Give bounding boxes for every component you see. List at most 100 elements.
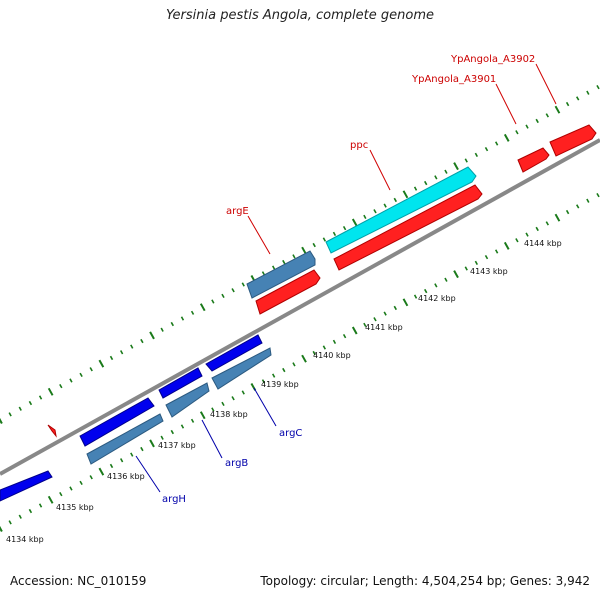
leader-argB [201, 419, 223, 459]
major-tick [402, 298, 409, 307]
leader-YpAngola_A3902 [535, 63, 557, 105]
label-argC: argC [279, 428, 302, 439]
minor-tick [393, 305, 397, 311]
minor-tick [8, 520, 12, 525]
gene-argC-right[interactable] [211, 347, 272, 390]
kbp-label: 4136 kbp [107, 472, 145, 481]
leader-argC [253, 387, 277, 427]
minor-tick [130, 344, 134, 349]
kbp-label: 4139 kbp [261, 380, 299, 389]
minor-tick [170, 429, 174, 435]
minor-tick [292, 254, 296, 259]
gene-ppc[interactable] [325, 166, 477, 254]
minor-tick [180, 424, 185, 429]
kbp-label: 4134 kbp [6, 535, 44, 544]
minor-tick [565, 209, 570, 215]
major-tick [351, 326, 358, 335]
gene-ppc-neighbor[interactable] [333, 184, 483, 271]
minor-tick [363, 322, 367, 327]
major-tick [149, 439, 155, 448]
minor-tick [474, 152, 479, 157]
leader-argE [247, 215, 271, 255]
gene-leftmost[interactable] [0, 470, 53, 502]
gene-argB[interactable] [158, 367, 203, 399]
minor-tick [79, 480, 83, 485]
minor-tick [383, 203, 387, 208]
label-argE: argE [226, 206, 249, 217]
minor-tick [38, 395, 43, 400]
major-tick [199, 411, 206, 420]
major-tick [503, 241, 510, 250]
minor-tick [28, 400, 33, 406]
minor-tick [130, 452, 134, 457]
gene-YpAngola_A3902[interactable] [549, 124, 597, 157]
minor-tick [413, 294, 418, 299]
minor-tick [292, 362, 296, 367]
minor-tick [79, 372, 83, 377]
minor-tick [89, 367, 93, 372]
label-YpAngola_A3901: YpAngola_A3901 [411, 74, 496, 85]
minor-tick [322, 345, 327, 350]
minor-tick [180, 316, 185, 321]
minor-tick [545, 113, 549, 118]
gene-argE[interactable] [246, 250, 316, 299]
minor-tick [28, 508, 33, 514]
major-tick [453, 162, 459, 171]
gene-argH[interactable] [79, 397, 155, 447]
minor-tick [464, 158, 468, 163]
minor-tick [241, 390, 245, 395]
major-tick [554, 105, 561, 114]
major-tick [0, 417, 3, 424]
major-tick [47, 387, 54, 396]
kbp-label: 4138 kbp [210, 410, 248, 419]
minor-tick [271, 373, 276, 378]
minor-tick [69, 486, 73, 491]
minor-tick [221, 401, 225, 406]
minor-tick [342, 334, 347, 339]
minor-tick [464, 266, 468, 271]
minor-tick [332, 231, 337, 236]
topology-summary: Topology: circular; Length: 4,504,254 bp… [260, 574, 590, 588]
gene-argC[interactable] [205, 334, 263, 372]
gene-argH-right[interactable] [86, 413, 164, 465]
minor-tick [434, 283, 438, 288]
minor-tick [312, 350, 316, 356]
minor-tick [282, 259, 286, 265]
minor-tick [434, 175, 438, 180]
minor-tick [494, 249, 499, 254]
gene-argE-neighbor[interactable] [255, 269, 321, 315]
major-tick [199, 303, 206, 312]
minor-tick [109, 463, 114, 469]
minor-tick [211, 299, 215, 304]
minor-tick [525, 232, 529, 237]
minor-tick [535, 118, 539, 124]
major-tick [554, 213, 561, 222]
leader-YpAngola_A3901 [495, 83, 517, 125]
minor-tick [576, 96, 580, 101]
gene-argB-right[interactable] [165, 382, 210, 418]
minor-tick [393, 197, 397, 203]
minor-tick [271, 265, 276, 270]
label-ppc: ppc [350, 140, 368, 151]
label-argH: argH [162, 494, 186, 505]
minor-tick [119, 458, 124, 463]
leader-ppc [369, 149, 391, 191]
minor-tick [211, 407, 215, 412]
minor-tick [160, 435, 164, 440]
minor-tick [332, 339, 337, 344]
minor-tick [424, 180, 428, 186]
major-tick [301, 354, 307, 363]
minor-tick [8, 412, 12, 417]
minor-tick [18, 406, 22, 411]
genome-backbone [0, 138, 600, 476]
gene-YpAngola_A3901[interactable] [517, 147, 550, 173]
minor-tick [484, 255, 489, 260]
minor-tick [576, 204, 580, 209]
minor-tick [170, 321, 174, 327]
minor-tick [282, 367, 286, 373]
kbp-label: 4137 kbp [158, 441, 196, 450]
accession-text: Accession: NC_010159 [10, 574, 147, 588]
major-tick [47, 495, 54, 504]
major-tick [149, 331, 155, 340]
